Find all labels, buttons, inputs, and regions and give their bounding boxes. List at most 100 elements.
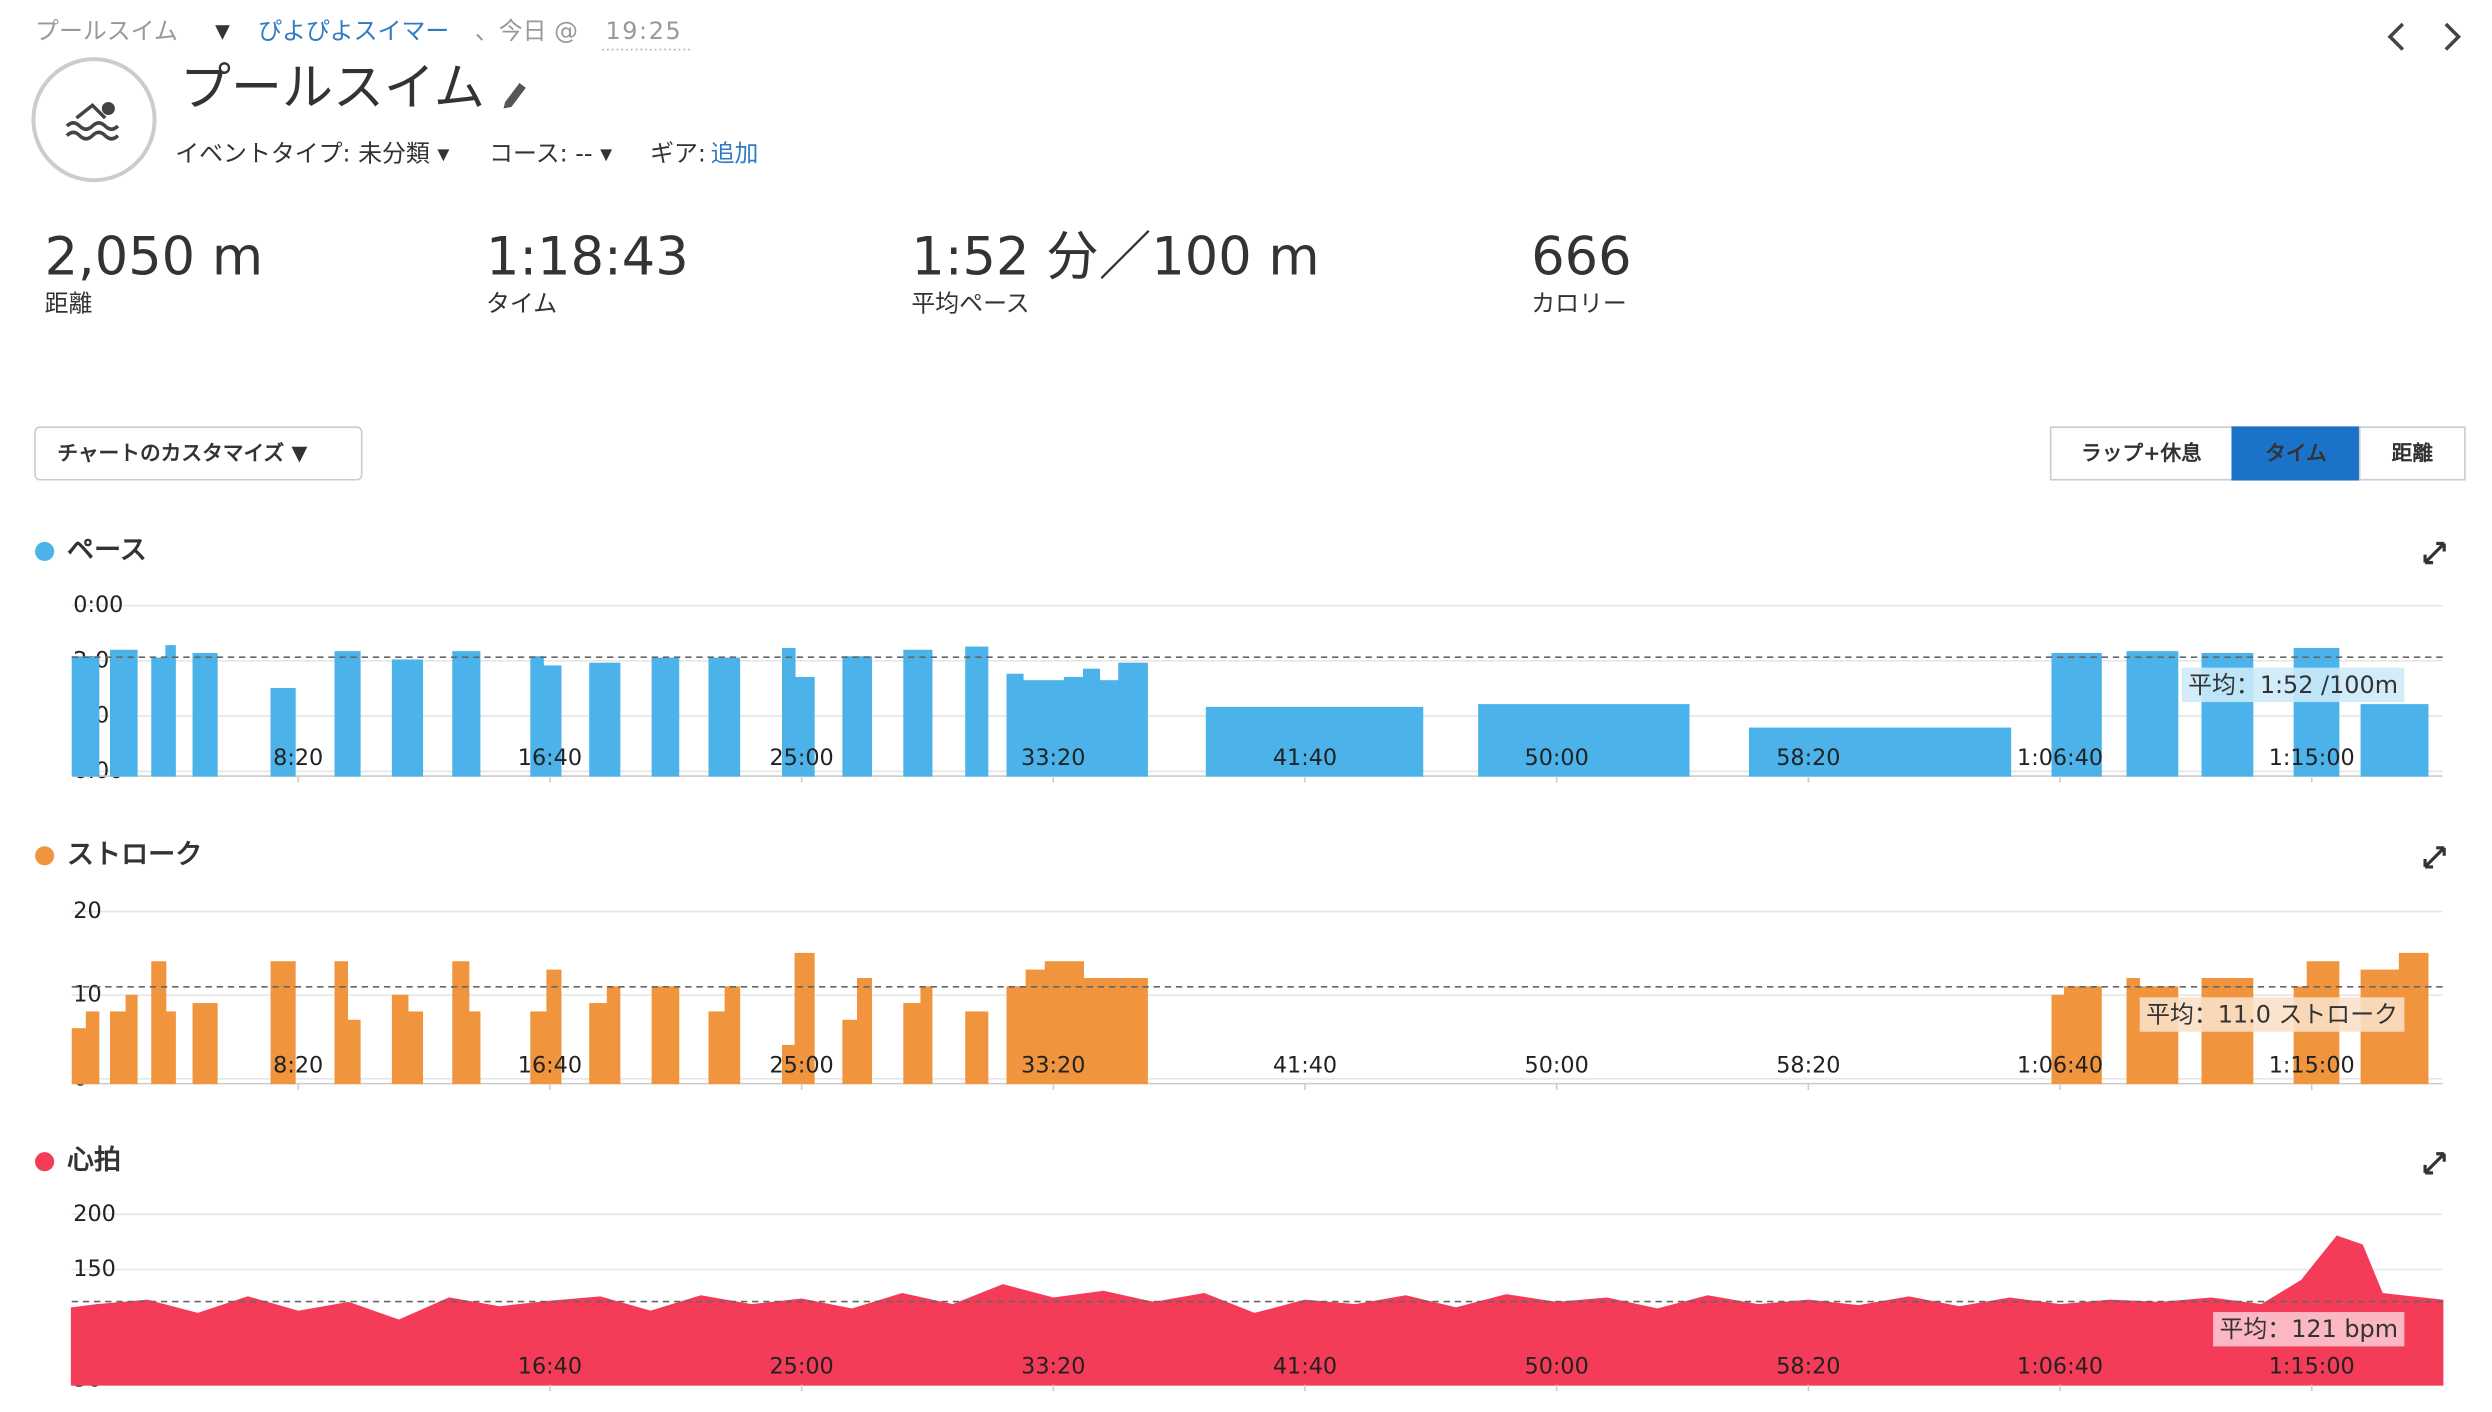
bar[interactable] (468, 1011, 481, 1085)
customize-label[interactable]: チャートのカスタマイズ ▼ (57, 441, 307, 465)
bar[interactable] (2126, 977, 2141, 1085)
breadcrumb-activity[interactable]: プールスイム (35, 17, 178, 45)
bar[interactable] (856, 977, 873, 1085)
bar[interactable] (651, 986, 680, 1085)
average-label-bg (2213, 1312, 2405, 1347)
breadcrumb-time[interactable]: 19:25 (605, 17, 682, 45)
bar[interactable] (347, 1019, 361, 1085)
average-label: 平均：121 bpm (2220, 1315, 2398, 1343)
activity-title: プールスイム (180, 59, 485, 118)
bar[interactable] (109, 649, 138, 777)
bar[interactable] (2126, 651, 2179, 777)
bar[interactable] (589, 662, 621, 777)
y-tick-label: 0:00 (73, 592, 123, 618)
next-arrow[interactable] (2444, 22, 2462, 51)
bar[interactable] (2360, 704, 2429, 777)
bar[interactable] (1083, 977, 1148, 1085)
bar[interactable] (589, 1003, 608, 1085)
tab-label[interactable]: 距離 (2392, 441, 2434, 465)
bar[interactable] (546, 969, 562, 1085)
average-label-bg (2139, 997, 2405, 1032)
bar[interactable] (125, 994, 138, 1085)
legend-dot (35, 541, 55, 562)
bar[interactable] (965, 1011, 989, 1085)
bar[interactable] (165, 1011, 176, 1085)
bar[interactable] (270, 687, 296, 777)
bar[interactable] (794, 676, 815, 777)
bar[interactable] (165, 645, 176, 777)
chart-title: ペース (67, 535, 147, 566)
bar[interactable] (391, 659, 424, 777)
bar[interactable] (2051, 653, 2102, 777)
bar[interactable] (542, 665, 562, 777)
breadcrumb-arrow[interactable]: ▼ (215, 20, 230, 43)
prev-arrow[interactable] (2387, 22, 2405, 51)
course[interactable]: コース: -- ▾ (489, 140, 612, 168)
event-type[interactable]: イベントタイプ: 未分類 ▾ (175, 140, 449, 168)
edit-icon[interactable] (503, 83, 526, 109)
bar[interactable] (2064, 986, 2102, 1085)
bar[interactable] (151, 657, 167, 777)
bar[interactable] (606, 986, 621, 1085)
bar[interactable] (903, 1003, 922, 1085)
bar[interactable] (270, 961, 296, 1085)
bar[interactable] (965, 646, 989, 777)
bar[interactable] (109, 1011, 127, 1085)
bar[interactable] (85, 1011, 100, 1085)
x-tick-label: 25:00 (769, 745, 833, 771)
bar[interactable] (708, 657, 741, 777)
bar[interactable] (1099, 680, 1120, 777)
bar[interactable] (794, 952, 815, 1085)
tab[interactable] (2049, 426, 2234, 481)
bar[interactable] (1022, 680, 1065, 777)
tab-label[interactable]: タイム (2265, 441, 2327, 465)
bar[interactable] (391, 994, 409, 1085)
bar[interactable] (651, 657, 680, 777)
x-tick-label: 16:40 (518, 745, 582, 771)
bar[interactable] (724, 986, 741, 1085)
bar[interactable] (452, 961, 470, 1085)
bar[interactable] (407, 1011, 424, 1085)
x-tick-label: 58:20 (1776, 1053, 1840, 1079)
expand-icon[interactable] (2423, 1152, 2446, 1175)
bar[interactable] (1205, 706, 1424, 777)
breadcrumb-user[interactable]: ぴよぴよスイマー (258, 17, 449, 45)
bar[interactable] (1748, 727, 2012, 777)
x-tick-label: 50:00 (1525, 745, 1589, 771)
bar[interactable] (903, 649, 933, 777)
tab[interactable] (2358, 426, 2466, 481)
x-tick-label: 16:40 (518, 1053, 582, 1079)
bar[interactable] (1044, 961, 1084, 1085)
bar[interactable] (1478, 704, 1690, 777)
bar[interactable] (1083, 668, 1101, 777)
charts: ペース0:002:004:006:008:2016:4025:0033:2041… (35, 535, 2446, 1392)
chart: ストローク010208:2016:4025:0033:2041:4050:005… (35, 839, 2446, 1091)
stat-label: カロリー (1531, 289, 1627, 317)
bar[interactable] (71, 656, 100, 777)
bar[interactable] (71, 1028, 87, 1085)
x-tick-label: 58:20 (1776, 1354, 1840, 1380)
x-tick-label: 1:15:00 (2269, 1354, 2355, 1380)
bar[interactable] (920, 986, 933, 1085)
average-label-bg (2181, 667, 2405, 703)
bar[interactable] (192, 1003, 218, 1085)
bar[interactable] (192, 653, 218, 777)
stat-value: 2,050 m (45, 227, 263, 288)
expand-icon[interactable] (2423, 846, 2446, 869)
bar[interactable] (842, 1019, 858, 1085)
bar[interactable] (1118, 662, 1148, 777)
gear-add[interactable]: 追加 (711, 140, 759, 168)
bar[interactable] (708, 1011, 726, 1085)
stat-value: 666 (1531, 227, 1631, 288)
expand-icon[interactable] (2423, 541, 2446, 565)
bar[interactable] (334, 651, 361, 777)
bar[interactable] (151, 961, 167, 1085)
x-tick-label: 58:20 (1776, 745, 1840, 771)
tab-label[interactable]: ラップ+休息 (2081, 441, 2202, 465)
customize-button[interactable] (34, 426, 363, 481)
bar[interactable] (452, 651, 481, 777)
bar[interactable] (334, 961, 349, 1085)
bar[interactable] (842, 656, 873, 777)
x-tick-label: 33:20 (1021, 1354, 1085, 1380)
